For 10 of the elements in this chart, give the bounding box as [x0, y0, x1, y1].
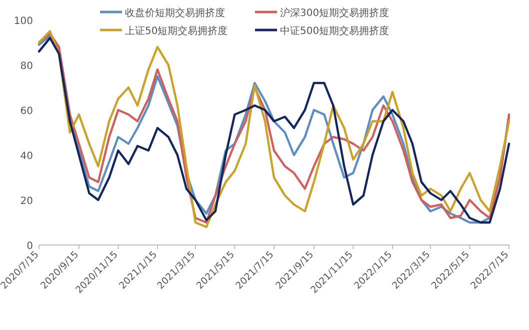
legend-label: 中证500短期交易拥挤度 — [280, 25, 390, 37]
y-tick-label: 80 — [20, 61, 33, 72]
y-tick-label: 100 — [14, 16, 33, 27]
y-tick-label: 20 — [20, 196, 33, 207]
legend-label: 沪深300短期交易拥挤度 — [280, 7, 390, 19]
legend-label: 收盘价短期交易拥挤度 — [125, 7, 225, 19]
y-tick-label: 0 — [26, 241, 33, 252]
y-tick-label: 40 — [20, 151, 33, 162]
legend-label: 上证50短期交易拥挤度 — [125, 25, 228, 37]
y-tick-label: 60 — [20, 106, 33, 117]
